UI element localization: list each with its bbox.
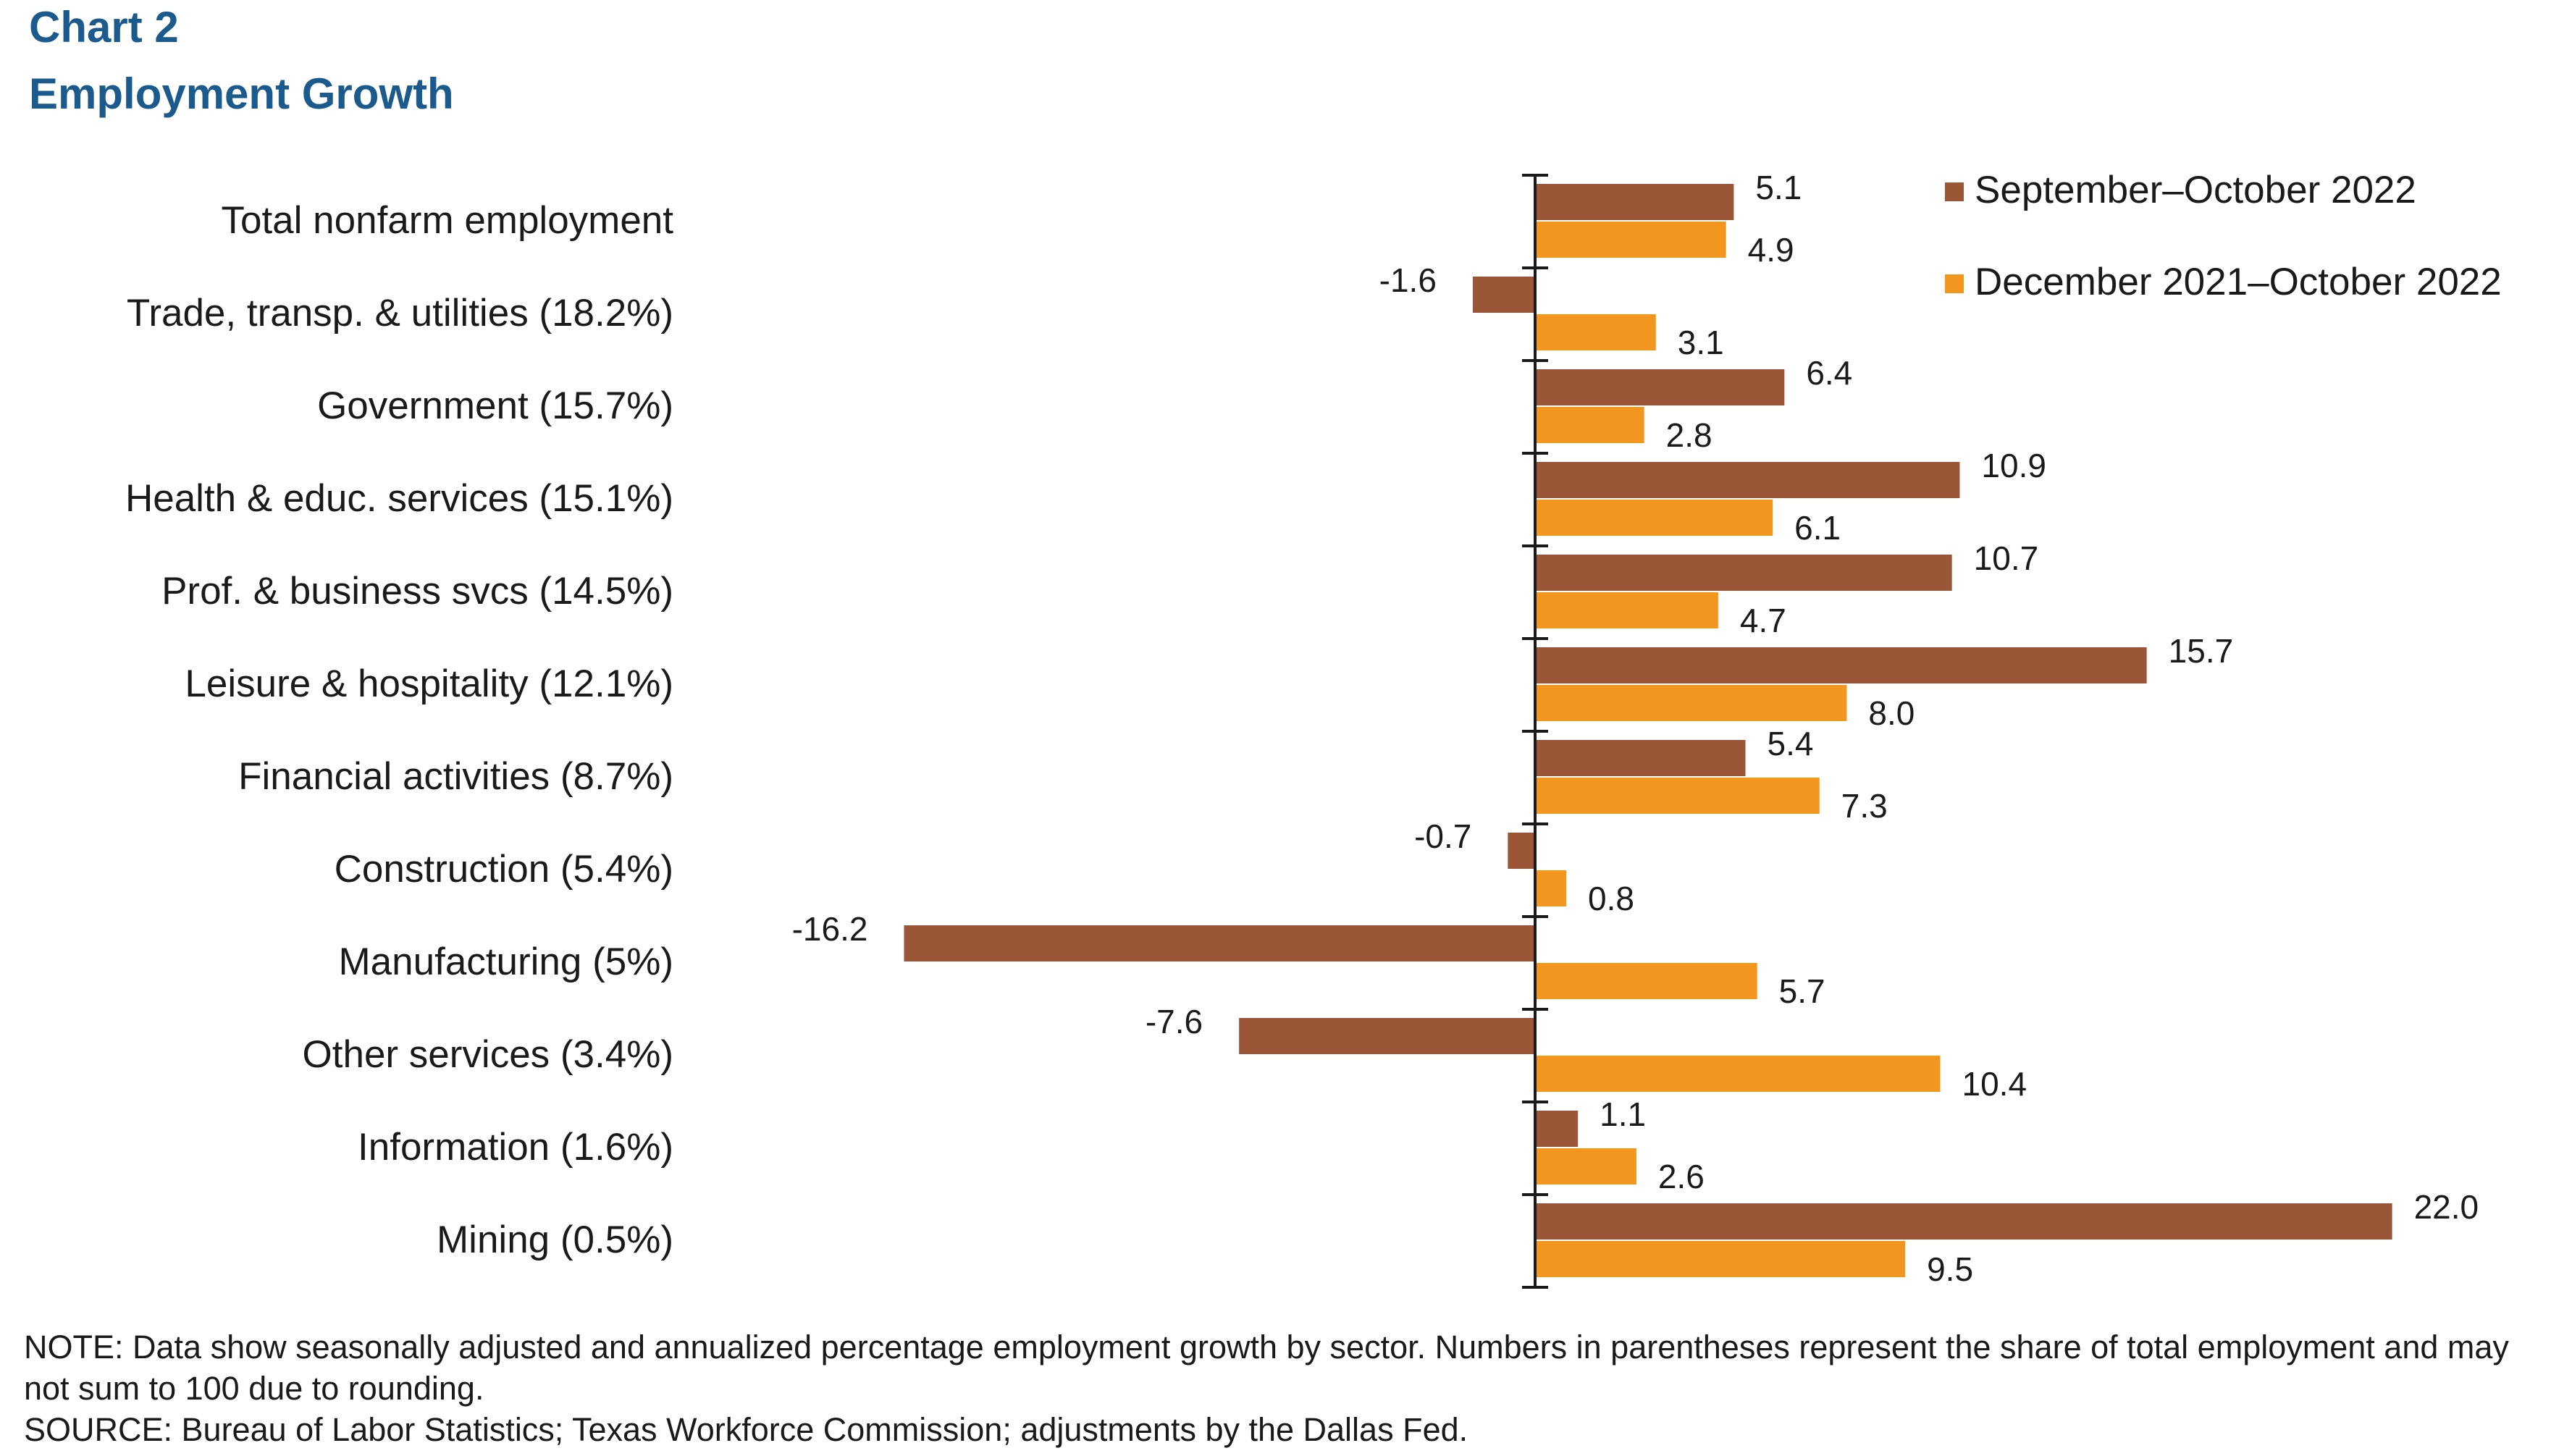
category-label-4: Prof. & business svcs (14.5%) bbox=[161, 570, 673, 613]
bar-series1-3 bbox=[1535, 462, 1960, 498]
bar-series2-11 bbox=[1535, 1241, 1906, 1277]
bar-series1-11 bbox=[1535, 1203, 2392, 1240]
bar-series2-1 bbox=[1535, 314, 1656, 350]
value-label-series2-4: 4.7 bbox=[1740, 602, 1786, 639]
value-label-series1-11: 22.0 bbox=[2414, 1188, 2479, 1226]
bar-series1-9 bbox=[1239, 1018, 1535, 1054]
category-label-5: Leisure & hospitality (12.1%) bbox=[185, 662, 673, 705]
legend: September–October 2022 December 2021–Octo… bbox=[1945, 169, 2502, 303]
bar-series1-4 bbox=[1535, 555, 1952, 591]
value-label-series1-6: 5.4 bbox=[1768, 725, 1814, 762]
value-label-series2-6: 7.3 bbox=[1841, 787, 1888, 825]
value-label-series2-10: 2.6 bbox=[1658, 1158, 1705, 1195]
value-label-series1-0: 5.1 bbox=[1755, 169, 1802, 206]
bar-series2-8 bbox=[1535, 963, 1757, 999]
bar-series1-8 bbox=[904, 925, 1535, 961]
legend-label-series2: December 2021–October 2022 bbox=[1975, 261, 2502, 303]
legend-swatch-series1 bbox=[1945, 182, 1964, 201]
bar-series2-3 bbox=[1535, 500, 1773, 536]
category-label-1: Trade, transp. & utilities (18.2%) bbox=[127, 292, 673, 334]
chart-source: SOURCE: Bureau of Labor Statistics; Texa… bbox=[24, 1411, 1468, 1448]
legend-label-series1: September–October 2022 bbox=[1975, 169, 2416, 211]
bar-series2-2 bbox=[1535, 407, 1644, 443]
value-label-series1-3: 10.9 bbox=[1981, 447, 2046, 484]
bar-series1-10 bbox=[1535, 1111, 1579, 1147]
value-label-series1-8: -16.2 bbox=[792, 910, 868, 948]
value-label-series1-7: -0.7 bbox=[1414, 817, 1471, 855]
value-label-series1-1: -1.6 bbox=[1379, 261, 1437, 299]
category-label-6: Financial activities (8.7%) bbox=[238, 755, 673, 798]
value-label-series2-1: 3.1 bbox=[1678, 324, 1724, 361]
category-label-9: Other services (3.4%) bbox=[303, 1033, 673, 1076]
bars-layer bbox=[904, 184, 2392, 1277]
value-label-series2-7: 0.8 bbox=[1588, 880, 1634, 917]
value-label-series2-9: 10.4 bbox=[1962, 1065, 2027, 1103]
value-label-series1-9: -7.6 bbox=[1146, 1003, 1203, 1040]
bar-series2-4 bbox=[1535, 592, 1718, 628]
bar-series1-0 bbox=[1535, 184, 1734, 220]
value-label-series2-2: 2.8 bbox=[1666, 416, 1712, 454]
bar-series2-5 bbox=[1535, 685, 1847, 721]
value-label-series2-0: 4.9 bbox=[1748, 231, 1794, 269]
bar-series1-2 bbox=[1535, 369, 1785, 405]
value-labels: 5.1 4.9 -1.6 3.1 6.4 2.8 10.9 6.1 10.7 4.7 15.7 8.0… bbox=[792, 169, 2479, 1288]
value-label-series2-11: 9.5 bbox=[1927, 1250, 1973, 1288]
bar-series1-1 bbox=[1472, 277, 1535, 313]
chart-note: NOTE: Data show seasonally adjusted and … bbox=[24, 1329, 2509, 1407]
category-labels: Total nonfarm employment Trade, transp. &… bbox=[125, 199, 673, 1261]
bar-series1-5 bbox=[1535, 647, 2147, 683]
value-label-series1-2: 6.4 bbox=[1806, 354, 1852, 392]
value-label-series2-5: 8.0 bbox=[1868, 694, 1915, 732]
bar-series1-6 bbox=[1535, 740, 1746, 776]
bar-series2-10 bbox=[1535, 1148, 1636, 1184]
bar-chart: Total nonfarm employment Trade, transp. &… bbox=[125, 169, 2502, 1289]
category-label-8: Manufacturing (5%) bbox=[339, 940, 673, 983]
value-label-series1-5: 15.7 bbox=[2169, 632, 2234, 670]
category-axis bbox=[1522, 174, 1548, 1289]
value-label-series2-3: 6.1 bbox=[1794, 509, 1841, 547]
chart-title: Employment Growth bbox=[29, 70, 454, 118]
category-label-10: Information (1.6%) bbox=[358, 1126, 673, 1169]
bar-series2-6 bbox=[1535, 778, 1820, 814]
category-label-11: Mining (0.5%) bbox=[437, 1219, 673, 1261]
chart-number: Chart 2 bbox=[29, 3, 179, 51]
value-label-series1-10: 1.1 bbox=[1600, 1095, 1646, 1133]
category-label-2: Government (15.7%) bbox=[317, 384, 673, 427]
category-label-0: Total nonfarm employment bbox=[221, 199, 673, 242]
category-label-7: Construction (5.4%) bbox=[335, 848, 673, 891]
value-label-series2-8: 5.7 bbox=[1779, 972, 1825, 1010]
bar-series2-7 bbox=[1535, 870, 1567, 906]
bar-series2-9 bbox=[1535, 1056, 1941, 1092]
legend-swatch-series2 bbox=[1945, 274, 1964, 293]
bar-series1-7 bbox=[1508, 833, 1535, 869]
category-label-3: Health & educ. services (15.1%) bbox=[125, 477, 673, 520]
bar-series2-0 bbox=[1535, 222, 1726, 258]
value-label-series1-4: 10.7 bbox=[1974, 539, 2039, 577]
